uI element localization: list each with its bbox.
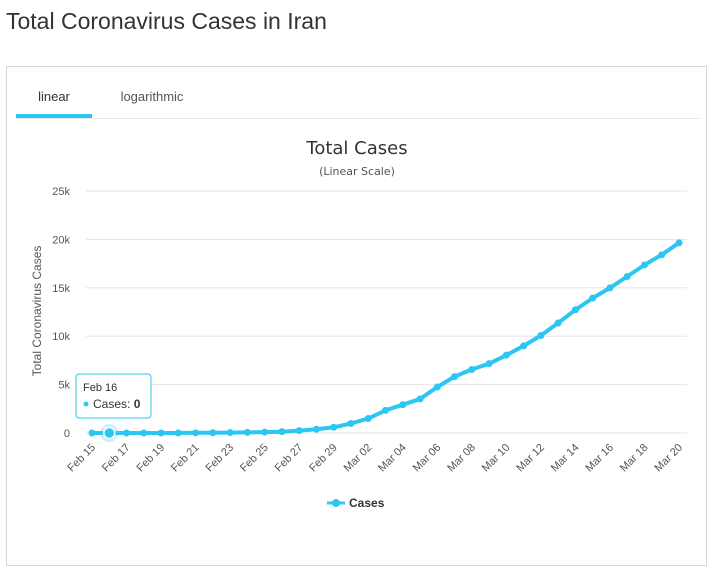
- data-point: [123, 429, 131, 437]
- data-point-highlighted: [103, 426, 116, 440]
- x-tick-label: Mar 12: [514, 442, 547, 475]
- data-point: [658, 251, 666, 259]
- x-tick-label: Mar 06: [411, 442, 444, 475]
- series-points: [88, 239, 683, 442]
- y-tick-label: 0: [64, 428, 70, 440]
- x-tick-label: Mar 16: [583, 442, 616, 475]
- data-point: [330, 423, 338, 431]
- tooltip-date: Feb 16: [83, 382, 117, 394]
- x-axis-ticks: Feb 15 Feb 17 Feb 19 Feb 21 Feb 23 Feb 25 Feb …: [65, 442, 685, 475]
- data-point: [157, 429, 165, 437]
- legend[interactable]: Cases: [327, 496, 385, 510]
- data-point: [174, 429, 182, 437]
- data-point: [606, 284, 614, 292]
- tab-linear[interactable]: linear: [38, 89, 70, 104]
- scale-tabs: linear logarithmic: [16, 67, 699, 119]
- tooltip-box: [75, 373, 152, 419]
- tooltip: Feb 16 Cases: 0: [75, 373, 152, 419]
- data-point: [209, 429, 217, 437]
- data-point: [226, 429, 234, 437]
- y-tick-label: 25k: [52, 186, 70, 198]
- chart-subtitle: (Linear Scale): [319, 165, 395, 178]
- y-tick-label: 20k: [52, 234, 70, 246]
- data-point: [278, 428, 286, 436]
- data-point: [364, 414, 372, 422]
- x-tick-label: Feb 15: [65, 442, 98, 475]
- data-point: [537, 331, 545, 339]
- data-point: [485, 360, 493, 368]
- x-tick-label: Mar 08: [445, 442, 478, 475]
- x-tick-label: Mar 04: [376, 442, 409, 475]
- data-point: [468, 365, 476, 373]
- data-point: [312, 425, 320, 433]
- x-tick-label: Mar 14: [549, 442, 582, 475]
- data-point: [451, 373, 459, 381]
- series-line-cases: [90, 240, 681, 435]
- data-point: [675, 239, 683, 247]
- y-tick-label: 15k: [52, 283, 70, 295]
- data-point: [554, 319, 562, 327]
- data-point: [623, 272, 631, 280]
- data-point: [192, 429, 200, 437]
- x-tick-label: Feb 21: [169, 442, 202, 475]
- legend-swatch-marker: [332, 499, 340, 507]
- data-point: [243, 428, 251, 436]
- data-point: [589, 294, 597, 302]
- data-point: [640, 261, 648, 269]
- y-tick-label: 5k: [58, 380, 70, 392]
- data-point: [520, 342, 528, 350]
- data-point: [571, 306, 579, 314]
- data-point: [88, 429, 96, 437]
- tooltip-value: Cases: 0: [93, 397, 141, 411]
- data-point: [399, 401, 407, 409]
- data-point: [295, 427, 303, 435]
- y-axis-ticks: 0 5k 10k 15k 20k 25k: [52, 186, 70, 440]
- x-tick-label: Mar 18: [618, 442, 651, 475]
- chart-panel: linear logarithmic: [6, 66, 707, 566]
- active-tab-indicator: [16, 114, 92, 118]
- legend-label-cases: Cases: [349, 496, 385, 510]
- data-point: [502, 351, 510, 359]
- grid-layer: [86, 190, 687, 434]
- data-point: [433, 383, 441, 391]
- y-tick-label: 10k: [52, 331, 70, 343]
- data-point: [416, 395, 424, 403]
- x-tick-label: Feb 23: [204, 442, 237, 475]
- x-tick-label: Feb 19: [134, 442, 167, 475]
- chart-title: Total Cases: [305, 138, 407, 159]
- tooltip-series-marker: [83, 401, 89, 407]
- x-tick-label: Feb 27: [273, 442, 306, 475]
- y-axis-label: Total Coronavirus Cases: [30, 246, 44, 377]
- x-tick-label: Feb 25: [238, 442, 271, 475]
- tab-logarithmic[interactable]: logarithmic: [120, 89, 184, 104]
- data-point: [261, 428, 269, 436]
- x-tick-label: Mar 02: [342, 442, 375, 475]
- x-tick-label: Mar 10: [480, 442, 513, 475]
- x-tick-label: Feb 29: [307, 442, 340, 475]
- page-title: Total Coronavirus Cases in Iran: [6, 8, 327, 34]
- data-point: [382, 406, 389, 414]
- x-tick-label: Mar 20: [652, 442, 685, 475]
- data-point: [140, 429, 148, 437]
- data-point: [347, 420, 355, 428]
- x-tick-label: Feb 17: [100, 442, 133, 475]
